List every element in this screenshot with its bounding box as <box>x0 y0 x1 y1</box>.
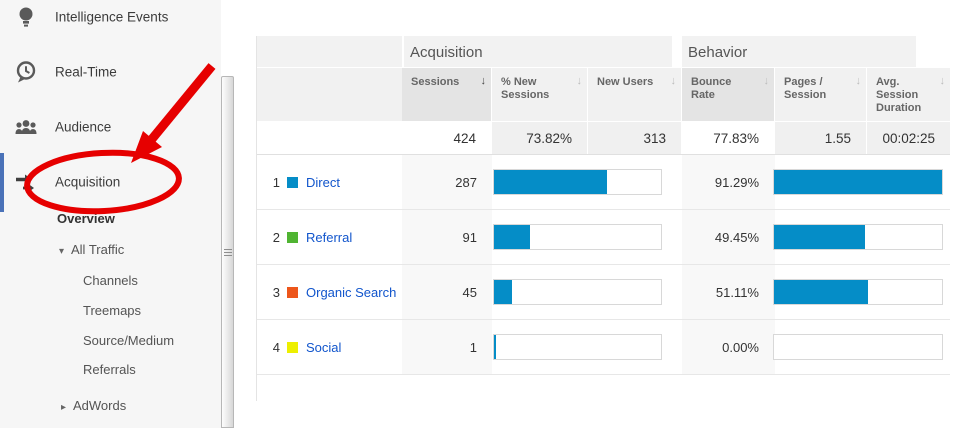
sort-icon[interactable]: ↓ <box>670 75 677 87</box>
channels-data-table: Acquisition Behavior Sessions ↓ % New Se… <box>257 36 959 401</box>
column-header-bounce-rate[interactable]: Bounce Rate ↓ <box>682 68 774 121</box>
sidebar-scrollbar-thumb[interactable] <box>221 76 234 428</box>
sort-desc-icon[interactable]: ↓ <box>480 75 487 87</box>
bounce-rate-bar <box>773 169 943 195</box>
group-header-behavior: Behavior <box>682 36 916 67</box>
channel-color-swatch <box>287 286 298 298</box>
bounce-rate-bar-fill <box>774 280 869 304</box>
sessions-bar-fill <box>494 225 530 249</box>
sidebar-item-real-time[interactable]: Real-Time <box>0 44 221 100</box>
sidebar-item-treemaps[interactable]: Treemaps <box>83 303 142 318</box>
sidebar-item-label: Audience <box>55 119 112 135</box>
content-left-border <box>256 36 257 401</box>
sort-icon[interactable]: ↓ <box>576 75 583 87</box>
column-header-avg-session-duration[interactable]: Avg. Session Duration ↓ <box>867 68 950 121</box>
sidebar-item-overview[interactable]: Overview <box>57 211 115 226</box>
sessions-bar <box>493 169 662 195</box>
sidebar-item-label: Intelligence Events <box>55 9 169 25</box>
sidebar: Intelligence Events Real-Time Audience <box>0 0 221 428</box>
channel-color-swatch <box>287 341 298 353</box>
row-rank: 1 <box>272 174 280 190</box>
summary-spacer <box>257 122 402 155</box>
sidebar-item-audience[interactable]: Audience <box>0 99 221 155</box>
summary-sessions: 424 <box>402 122 491 155</box>
bounce-rate-value: 51.11% <box>682 265 775 319</box>
sidebar-item-source-medium[interactable]: Source/Medium <box>83 333 175 348</box>
sessions-bar <box>493 224 662 250</box>
sessions-bar-fill <box>494 170 608 194</box>
table-row-organic-search: 3 Organic Search 45 51.11% <box>257 265 950 320</box>
summary-avg-session-duration: 00:02:25 <box>867 122 950 155</box>
row-rank: 4 <box>272 339 280 355</box>
sessions-value: 45 <box>402 265 492 319</box>
summary-bounce-rate: 77.83% <box>682 122 774 155</box>
column-header-sessions[interactable]: Sessions ↓ <box>402 68 491 121</box>
sort-icon[interactable]: ↓ <box>855 75 862 87</box>
channel-color-swatch <box>287 176 298 188</box>
channel-link-referral[interactable]: Referral <box>306 229 353 245</box>
group-header-spacer <box>257 36 402 67</box>
sessions-value: 287 <box>402 155 492 209</box>
sidebar-item-acquisition[interactable]: Acquisition <box>0 154 221 210</box>
realtime-clock-icon <box>13 59 39 85</box>
table-row-direct: 1 Direct 287 91.29% <box>257 155 950 210</box>
chevron-right-icon: ▸ <box>61 402 67 413</box>
sort-icon[interactable]: ↓ <box>939 75 946 87</box>
group-header-acquisition: Acquisition <box>404 36 672 67</box>
sessions-bar-fill <box>494 280 512 304</box>
bounce-rate-value: 91.29% <box>682 155 775 209</box>
sessions-value: 91 <box>402 210 492 264</box>
drag-handle-icon <box>224 249 232 258</box>
sidebar-item-channels[interactable]: Channels <box>83 273 138 288</box>
chevron-down-icon: ▾ <box>59 246 65 257</box>
sessions-bar-fill <box>494 335 496 359</box>
sidebar-item-label: Acquisition <box>55 174 121 190</box>
bounce-rate-bar <box>773 224 943 250</box>
acquisition-arrows-icon <box>13 169 39 195</box>
sort-icon[interactable]: ↓ <box>763 75 770 87</box>
row-rank: 3 <box>272 284 280 300</box>
sidebar-item-label: Real-Time <box>55 64 117 80</box>
sidebar-item-adwords[interactable]: ▸ AdWords <box>61 396 126 416</box>
column-header-channel <box>257 68 402 121</box>
channel-link-direct[interactable]: Direct <box>306 174 340 190</box>
column-header-pct-new-sessions[interactable]: % New Sessions ↓ <box>492 68 587 121</box>
sidebar-item-referrals[interactable]: Referrals <box>83 362 136 377</box>
column-header-new-users[interactable]: New Users ↓ <box>588 68 681 121</box>
sessions-bar <box>493 279 662 305</box>
summary-pages-session: 1.55 <box>775 122 866 155</box>
sessions-value: 1 <box>402 320 492 374</box>
column-header-pages-session[interactable]: Pages / Session ↓ <box>775 68 866 121</box>
sidebar-item-all-traffic[interactable]: ▾ All Traffic <box>59 240 124 260</box>
summary-new-users: 313 <box>588 122 681 155</box>
bounce-rate-value: 49.45% <box>682 210 775 264</box>
active-section-indicator <box>0 153 4 212</box>
bounce-rate-bar <box>773 334 943 360</box>
row-rank: 2 <box>272 229 280 245</box>
table-row-referral: 2 Referral 91 49.45% <box>257 210 950 265</box>
bounce-rate-value: 0.00% <box>682 320 775 374</box>
channel-link-organic-search[interactable]: Organic Search <box>306 284 397 300</box>
table-row-social: 4 Social 1 0.00% <box>257 320 950 375</box>
bounce-rate-bar-fill <box>774 170 942 194</box>
channel-link-social[interactable]: Social <box>306 339 342 355</box>
audience-people-icon <box>13 114 39 140</box>
sessions-bar <box>493 334 662 360</box>
channel-color-swatch <box>287 231 298 243</box>
sidebar-item-intelligence-events[interactable]: Intelligence Events <box>0 0 221 45</box>
summary-pct-new-sessions: 73.82% <box>492 122 587 155</box>
bounce-rate-bar-fill <box>774 225 866 249</box>
lightbulb-icon <box>13 4 39 30</box>
bounce-rate-bar <box>773 279 943 305</box>
summary-divider <box>257 154 950 155</box>
